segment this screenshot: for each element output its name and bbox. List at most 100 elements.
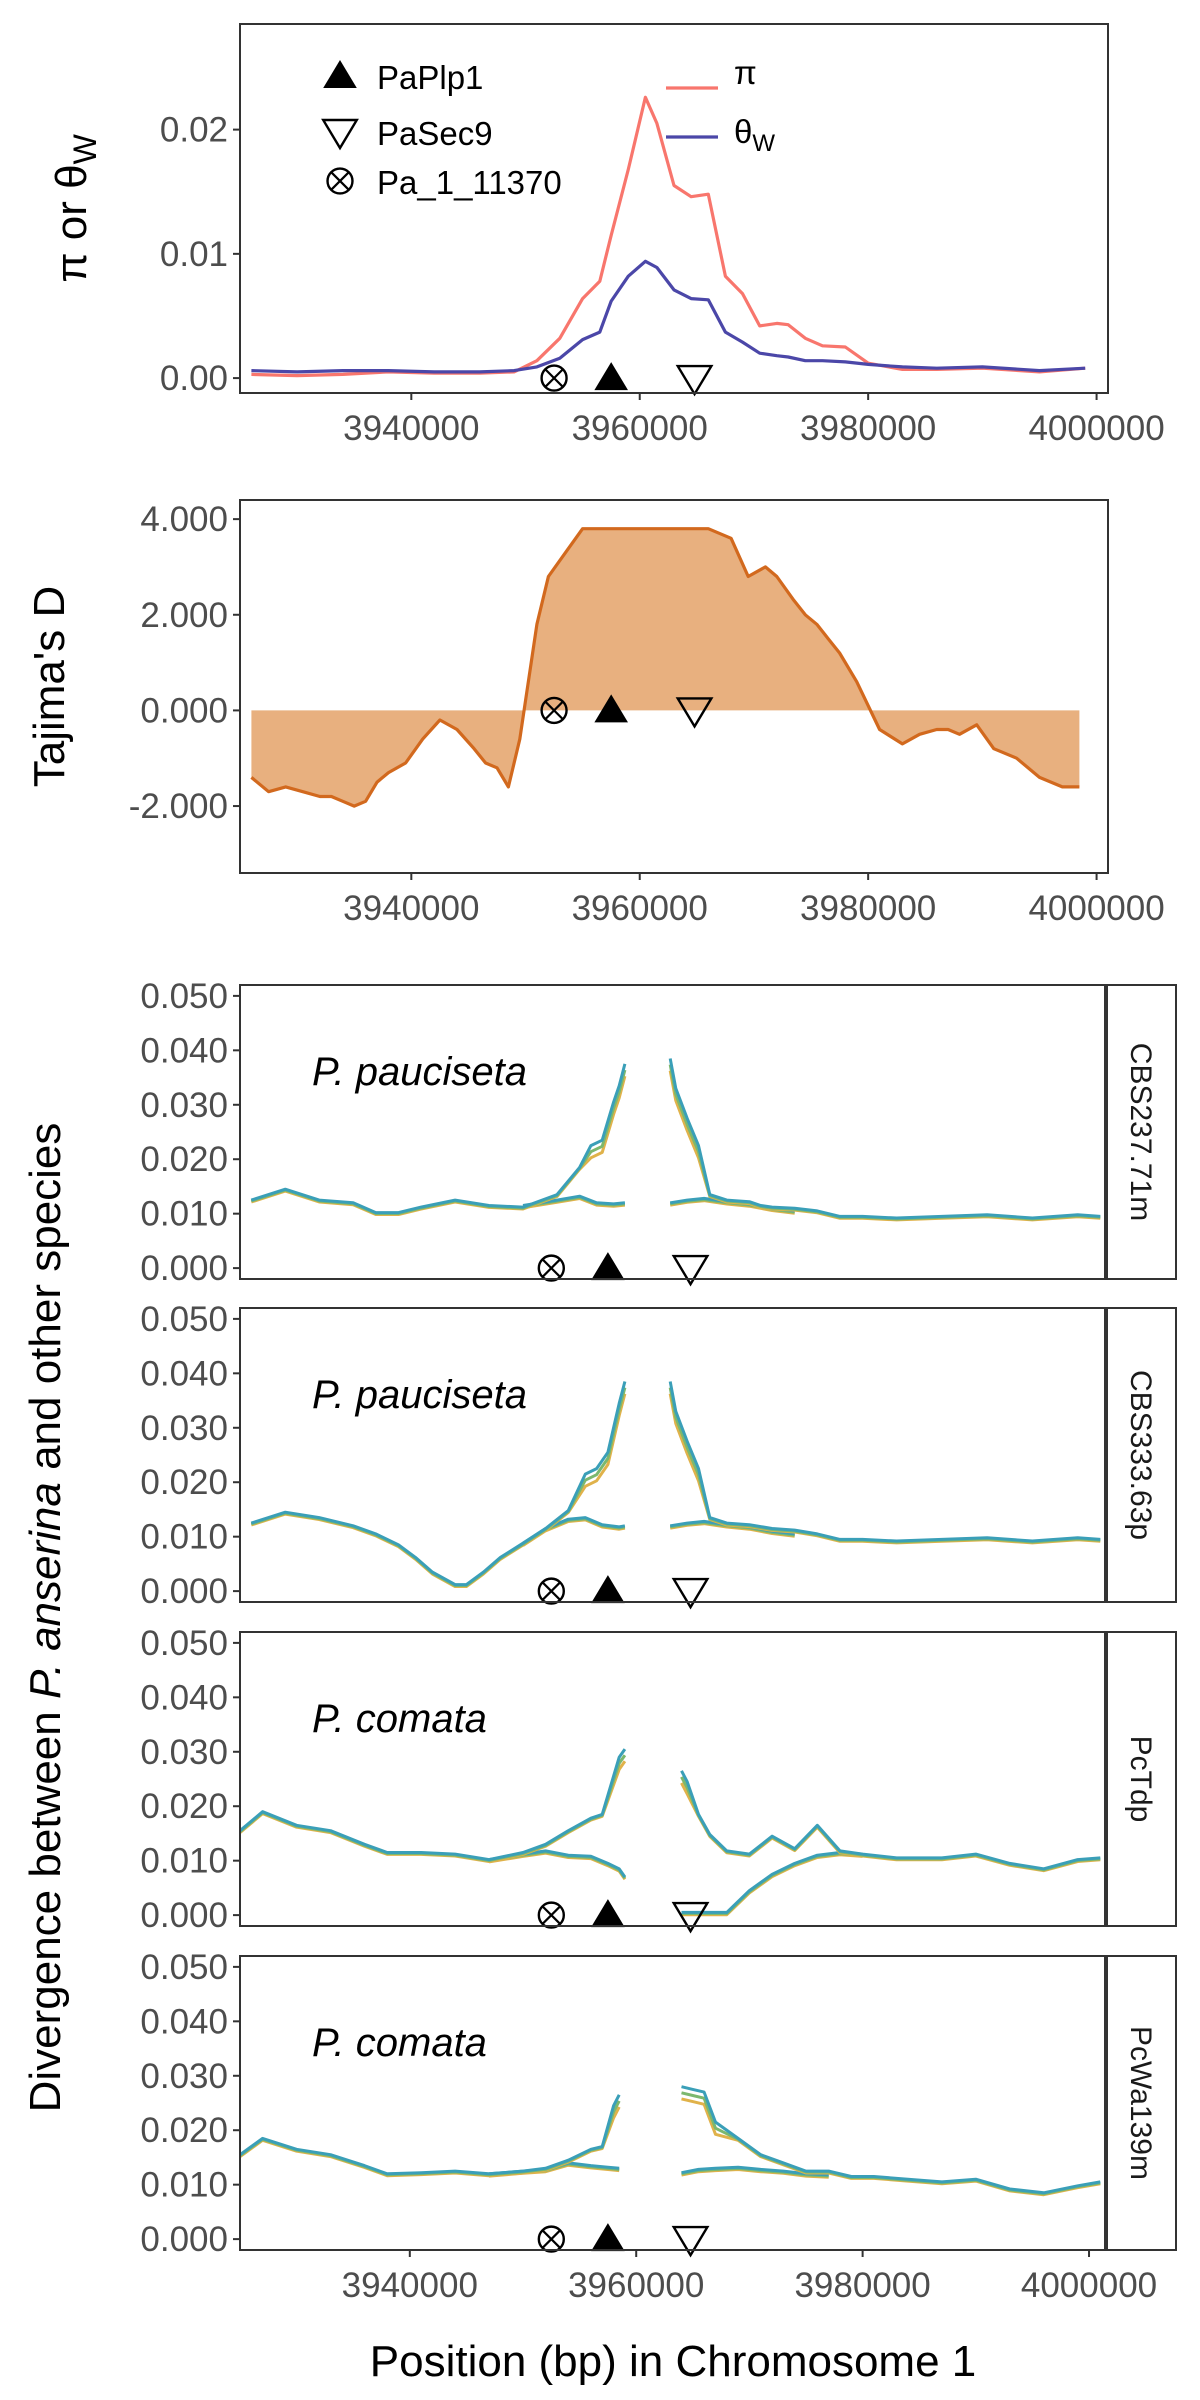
y-tick-label: 0.000	[140, 691, 228, 730]
y-axis-title-sub: W	[67, 133, 103, 164]
x-tick-label: 3960000	[572, 889, 708, 928]
x-tick-label: 3940000	[343, 889, 479, 928]
legend-marker-filled-triangle-up	[323, 60, 357, 88]
gene-marker-circle-cross	[537, 2225, 565, 2253]
y-tick-label: 0.000	[140, 1249, 228, 1288]
species-label: P. comata	[312, 2021, 487, 2065]
gene-marker-open-triangle-down	[671, 1577, 710, 1610]
x-tick-label: 3940000	[342, 2266, 478, 2305]
y-tick-label: 0.020	[140, 1463, 228, 1502]
y-tick-label: 0.050	[140, 977, 228, 1016]
x-tick-label: 3960000	[572, 409, 708, 448]
x-tick-label: 3980000	[800, 409, 936, 448]
legend-marker-circle-cross-cross-b	[330, 171, 350, 191]
y-tick-label: 0.040	[140, 1354, 228, 1393]
gene-marker-circle-cross-circle	[537, 1254, 565, 1282]
y-tick-label: 0.050	[140, 1948, 228, 1987]
gene-marker-open-triangle-down	[671, 1254, 710, 1287]
divergence-line-high-2	[250, 1381, 1101, 1587]
gene-marker-filled-triangle-up	[591, 2223, 625, 2252]
gene-marker-open-triangle-down	[671, 2225, 710, 2258]
x-axis-title: Position (bp) in Chromosome 1	[370, 2337, 976, 2386]
y-tick-label: 0.030	[140, 1086, 228, 1125]
panel-border	[239, 499, 1109, 874]
panel-diversity: 0.00 0.01 0.02 3940000 3960000 3980000 4000000…	[47, 23, 1165, 448]
facet-3: 0.000 0.010 0.020 0.030 0.040 0.050 3940000 396…	[140, 1948, 1177, 2305]
gene-marker-filled-triangle-up	[591, 1252, 625, 1281]
gene-marker-circle-cross	[537, 1577, 565, 1605]
y-tick-label: 0.050	[140, 1624, 228, 1663]
y-tick-label: 0.020	[140, 1787, 228, 1826]
y-tick-label: 4.000	[140, 500, 228, 539]
facet-1: 0.000 0.010 0.020 0.030 0.040 0.050 P. paucise…	[140, 1300, 1177, 1611]
species-label: P. pauciseta	[312, 1373, 527, 1417]
y-tick-label: 0.010	[140, 1195, 228, 1234]
gene-marker-circle-cross-cross-b	[544, 368, 564, 388]
gene-marker-circle-cross-cross-b	[541, 1258, 561, 1278]
plot-background	[240, 985, 1106, 1279]
x-tick-label: 3980000	[800, 889, 936, 928]
gene-marker-filled-triangle-up	[591, 1575, 625, 1604]
tajima-line	[250, 527, 1080, 808]
legend-marker-open-triangle-down	[321, 118, 359, 151]
legend-label-main: θ	[734, 113, 752, 150]
legend-label: π	[734, 54, 757, 91]
facet-strip	[1105, 984, 1177, 1280]
facet-strip-label: PcWa139m	[1124, 2026, 1157, 2180]
plot-background	[240, 1956, 1106, 2250]
y-tick-label: 0.050	[140, 1300, 228, 1339]
panel-border	[239, 23, 1109, 394]
plot-background	[240, 1632, 1106, 1926]
legend-marker-circle-cross	[326, 167, 354, 195]
gene-marker-circle-cross-cross-b	[544, 700, 564, 721]
gene-marker-filled-triangle-up	[594, 362, 628, 391]
gene-marker-circle-cross	[540, 696, 568, 725]
y-tick-label: 0.030	[140, 2057, 228, 2096]
species-label: P. comata	[312, 1697, 487, 1741]
gene-marker-circle-cross-circle	[540, 364, 568, 392]
x-tick-label: 3940000	[343, 409, 479, 448]
x-tick-label: 4000000	[1021, 2266, 1157, 2305]
divergence-line-high-2	[239, 1748, 1101, 1871]
y-tick-label: 0.020	[140, 2111, 228, 2150]
gene-marker-open-triangle-down	[675, 364, 714, 397]
panel-divergence: 0.000 0.010 0.020 0.030 0.040 0.050 P. paucise…	[21, 977, 1177, 2386]
y-tick-label: -2.000	[129, 787, 228, 826]
species-label: P. pauciseta	[312, 1050, 527, 1094]
y-axis-title: Tajima's D	[25, 586, 74, 788]
facet-strip	[1105, 1307, 1177, 1603]
y-tick-label: 0.010	[140, 1842, 228, 1881]
legend-marker-circle-cross-circle	[326, 167, 354, 195]
tajima-area	[251, 528, 1080, 807]
legend-label: Pa_1_11370	[377, 164, 562, 201]
series-line-1	[251, 259, 1086, 374]
y-axis-title-part: Divergence between	[21, 1699, 70, 2112]
y-tick-label: 0.040	[140, 1031, 228, 1070]
facet-strip-label: CBS333.63p	[1124, 1370, 1157, 1540]
legend-label: PaSec9	[377, 115, 493, 152]
legend: PaPlp1 PaSec9 Pa_1_11370 πθW	[321, 54, 775, 201]
legend-label: PaPlp1	[377, 59, 483, 96]
x-tick-label: 3960000	[568, 2266, 704, 2305]
facet-strip-label: CBS237.71m	[1124, 1043, 1157, 1221]
gene-marker-circle-cross-cross-b	[541, 1581, 561, 1601]
legend-label-sub: W	[752, 130, 775, 157]
gene-marker-circle-cross	[537, 1901, 565, 1929]
facet-strip	[1105, 1631, 1177, 1927]
gene-marker-circle-cross	[537, 1254, 565, 1282]
x-tick-label: 4000000	[1028, 409, 1164, 448]
plot-background	[240, 24, 1108, 393]
divergence-line-high-2	[239, 2085, 1101, 2195]
y-axis-title-part: and other species	[21, 1123, 70, 1483]
y-tick-label: 0.010	[140, 1518, 228, 1557]
y-tick-label: 0.000	[140, 1572, 228, 1611]
panel-tajima: -2.000 0.000 2.000 4.000 3940000 3960000 39800…	[25, 499, 1165, 928]
gene-marker-circle-cross-circle	[537, 1901, 565, 1929]
y-tick-label: 0.030	[140, 1409, 228, 1448]
gene-marker-circle-cross-cross-b	[541, 1905, 561, 1925]
divergence-line-high-2	[250, 1058, 1101, 1220]
y-tick-label: 0.040	[140, 2002, 228, 2041]
y-axis-title: Divergence between P. anserina and other…	[21, 1123, 70, 2113]
y-tick-label: 2.000	[140, 596, 228, 635]
